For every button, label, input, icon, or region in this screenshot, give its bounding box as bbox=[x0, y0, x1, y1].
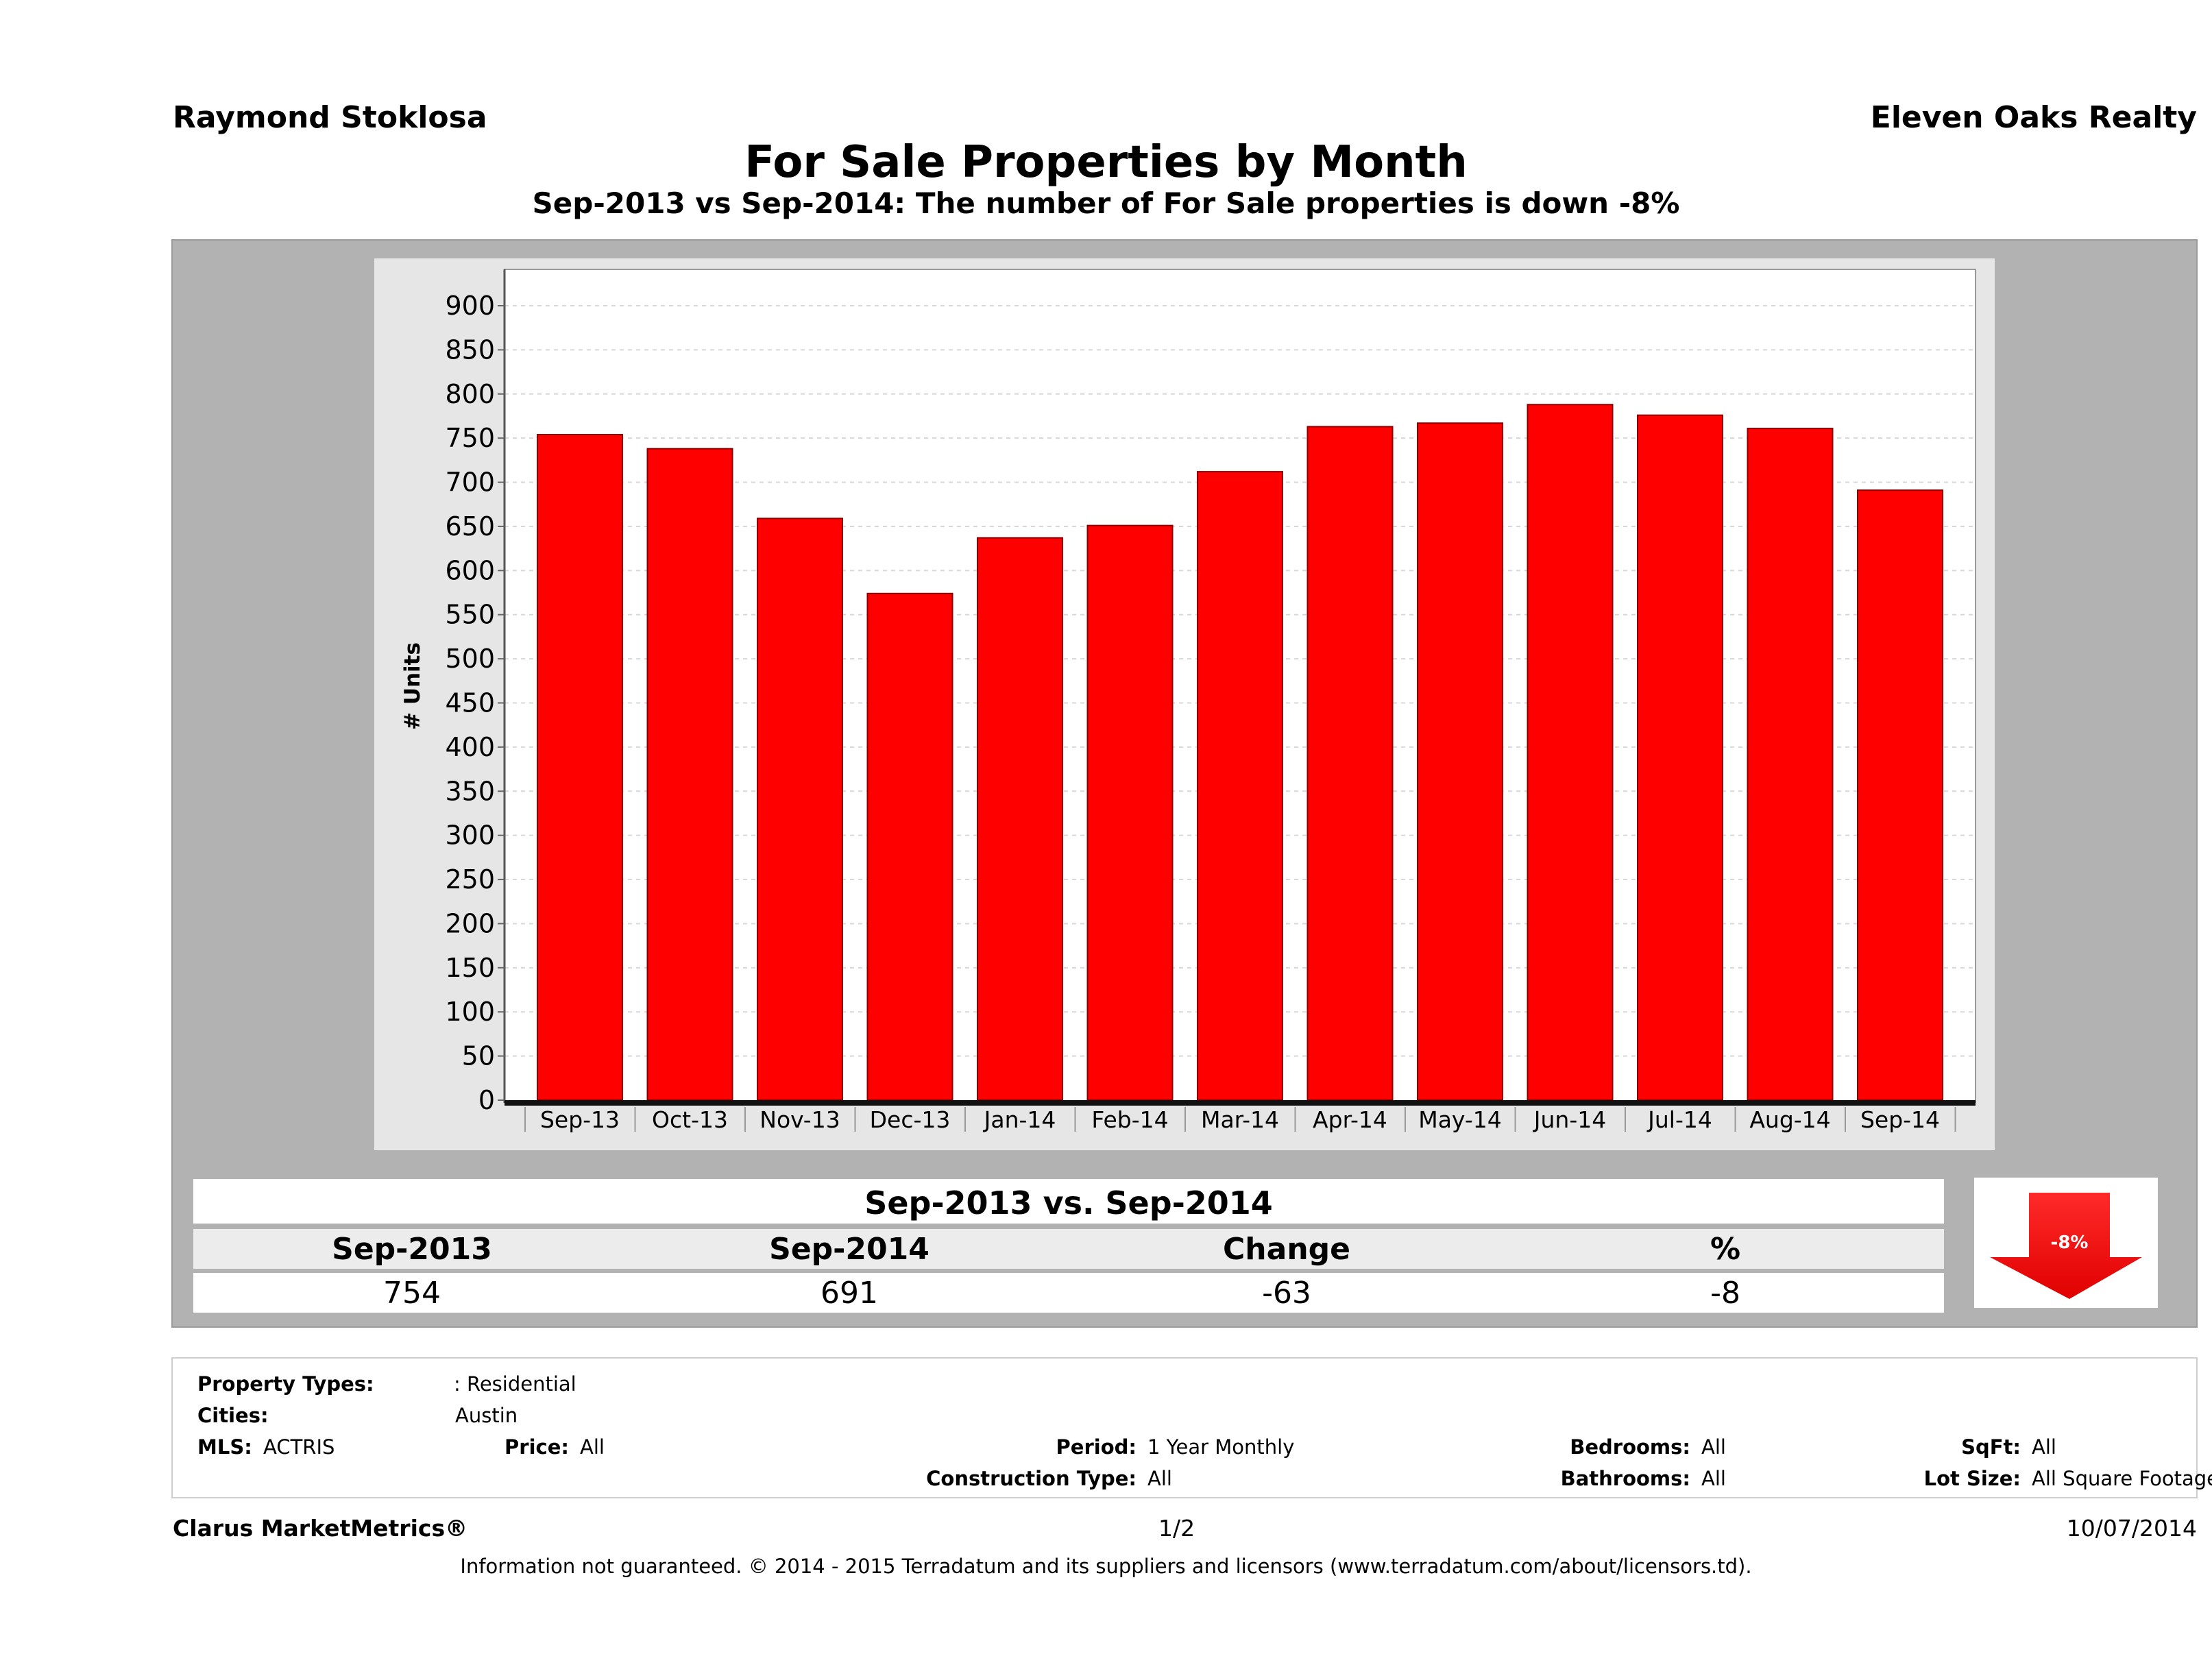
filter-criteria-panel: Property Types: : Residential Cities: Au… bbox=[171, 1357, 2212, 1498]
summary-title-row: Sep-2013 vs. Sep-2014 bbox=[193, 1179, 1944, 1224]
down-arrow-icon: -8% bbox=[1990, 1193, 2142, 1299]
y-tick-label: 750 bbox=[445, 423, 495, 453]
bar bbox=[1197, 471, 1283, 1101]
report-date: 10/07/2014 bbox=[2066, 1515, 2197, 1542]
y-tick-label: 50 bbox=[462, 1041, 495, 1071]
bar bbox=[646, 448, 733, 1101]
bathrooms-label: Bathrooms: bbox=[1560, 1467, 1690, 1490]
lot-size-value: All Square Footage bbox=[2032, 1467, 2212, 1490]
x-axis-line bbox=[505, 1100, 1976, 1106]
x-tick-label: Mar-14 bbox=[1201, 1106, 1279, 1133]
period-label: Period: bbox=[1056, 1435, 1137, 1459]
bar bbox=[1857, 489, 1943, 1101]
y-tick-label: 350 bbox=[445, 776, 495, 806]
bar bbox=[1527, 404, 1614, 1101]
bar bbox=[1086, 524, 1174, 1101]
sqft-value: All bbox=[2032, 1435, 2056, 1459]
bar-chart: 0 50 100 150 200 250 300 350 400 450 500 550 600 650 7… bbox=[400, 269, 1976, 1133]
price-value: All bbox=[580, 1435, 605, 1459]
x-tick-label: Nov-13 bbox=[759, 1106, 840, 1133]
x-tick-label: Oct-13 bbox=[652, 1106, 728, 1133]
y-tick-label: 400 bbox=[445, 732, 495, 762]
summary-header-cell: % bbox=[1710, 1232, 1741, 1267]
bedrooms-value: All bbox=[1701, 1435, 1726, 1459]
bedrooms-label: Bedrooms: bbox=[1570, 1435, 1690, 1459]
y-tick-label: 150 bbox=[445, 953, 495, 983]
x-tick-label: Dec-13 bbox=[870, 1106, 951, 1133]
summary-value-cell: -63 bbox=[1262, 1276, 1311, 1311]
bar bbox=[1637, 414, 1723, 1101]
x-tick-label: Apr-14 bbox=[1313, 1106, 1387, 1133]
summary-title: Sep-2013 vs. Sep-2014 bbox=[864, 1184, 1273, 1221]
bar bbox=[1747, 428, 1834, 1102]
footer-brand: Clarus MarketMetrics® bbox=[173, 1515, 468, 1542]
construction-type-label: Construction Type: bbox=[926, 1467, 1137, 1490]
period-value: 1 Year Monthly bbox=[1147, 1435, 1295, 1459]
summary-value-cell: -8 bbox=[1710, 1276, 1740, 1311]
y-tick-label: 650 bbox=[445, 511, 495, 542]
bar bbox=[537, 434, 623, 1101]
y-tick-label: 900 bbox=[445, 291, 495, 321]
y-axis-label: # Units bbox=[400, 642, 425, 730]
y-tick-label: 500 bbox=[445, 644, 495, 674]
bars bbox=[537, 404, 1943, 1102]
y-tick-label: 850 bbox=[445, 335, 495, 365]
summary-header-cell: Sep-2014 bbox=[769, 1232, 929, 1267]
mls-value: ACTRIS bbox=[263, 1435, 335, 1459]
page-number: 1/2 bbox=[1158, 1515, 1195, 1542]
x-tick-label: Jan-14 bbox=[983, 1106, 1056, 1133]
property-types-label: Property Types: bbox=[197, 1372, 374, 1396]
axes bbox=[503, 269, 1976, 1106]
chart-title: For Sale Properties by Month bbox=[744, 137, 1468, 188]
y-tick-label: 100 bbox=[445, 997, 495, 1027]
summary-header-row: Sep-2013 Sep-2014 Change % bbox=[193, 1229, 1944, 1269]
agent-name: Raymond Stoklosa bbox=[173, 100, 487, 135]
sqft-label: SqFt: bbox=[1961, 1435, 2021, 1459]
summary-header-cell: Change bbox=[1223, 1232, 1350, 1267]
disclaimer: Information not guaranteed. © 2014 - 201… bbox=[460, 1555, 1752, 1578]
chart-subtitle: Sep-2013 vs Sep-2014: The number of For … bbox=[532, 186, 1680, 220]
x-tick-label: Feb-14 bbox=[1091, 1106, 1168, 1133]
bar bbox=[1417, 422, 1503, 1102]
lot-size-label: Lot Size: bbox=[1923, 1467, 2021, 1490]
summary-header-cell: Sep-2013 bbox=[332, 1232, 492, 1267]
summary-value-row: 754 691 -63 -8 bbox=[193, 1273, 1944, 1313]
y-tick-label: 0 bbox=[478, 1085, 495, 1115]
bathrooms-value: All bbox=[1701, 1467, 1726, 1490]
x-tick-label: Jun-14 bbox=[1533, 1106, 1606, 1133]
y-tick-label: 800 bbox=[445, 379, 495, 409]
x-tick-label: Jul-14 bbox=[1646, 1106, 1712, 1133]
bar bbox=[977, 537, 1063, 1101]
y-tick-label: 550 bbox=[445, 600, 495, 630]
y-tick-label: 250 bbox=[445, 864, 495, 895]
x-tick-label: May-14 bbox=[1418, 1106, 1502, 1133]
y-tick-label: 450 bbox=[445, 688, 495, 718]
y-tick-label: 300 bbox=[445, 820, 495, 851]
y-tick-labels: 0 50 100 150 200 250 300 350 400 450 500 550 600 650 7… bbox=[445, 291, 505, 1115]
summary-value-cell: 691 bbox=[821, 1276, 878, 1311]
summary-value-cell: 754 bbox=[383, 1276, 441, 1311]
company-name: Eleven Oaks Realty bbox=[1870, 100, 2197, 135]
x-tick-labels: Sep-13 Oct-13 Nov-13 Dec-13 Jan-14 Feb-14 Mar-… bbox=[524, 1106, 1956, 1133]
x-tick-label: Sep-14 bbox=[1860, 1106, 1940, 1133]
y-tick-label: 700 bbox=[445, 467, 495, 498]
cities-value: Austin bbox=[455, 1404, 518, 1427]
property-types-value: : Residential bbox=[454, 1372, 576, 1396]
bar bbox=[757, 518, 843, 1101]
x-tick-label: Aug-14 bbox=[1749, 1106, 1830, 1133]
y-tick-label: 600 bbox=[445, 555, 495, 585]
price-label: Price: bbox=[505, 1435, 569, 1459]
bar bbox=[1306, 426, 1394, 1102]
cities-label: Cities: bbox=[197, 1404, 269, 1427]
x-tick-label: Sep-13 bbox=[540, 1106, 620, 1133]
bar bbox=[866, 592, 953, 1101]
mls-label: MLS: bbox=[197, 1435, 252, 1459]
change-percent-label: -8% bbox=[2051, 1232, 2089, 1253]
y-tick-label: 200 bbox=[445, 908, 495, 938]
construction-type-value: All bbox=[1147, 1467, 1172, 1490]
